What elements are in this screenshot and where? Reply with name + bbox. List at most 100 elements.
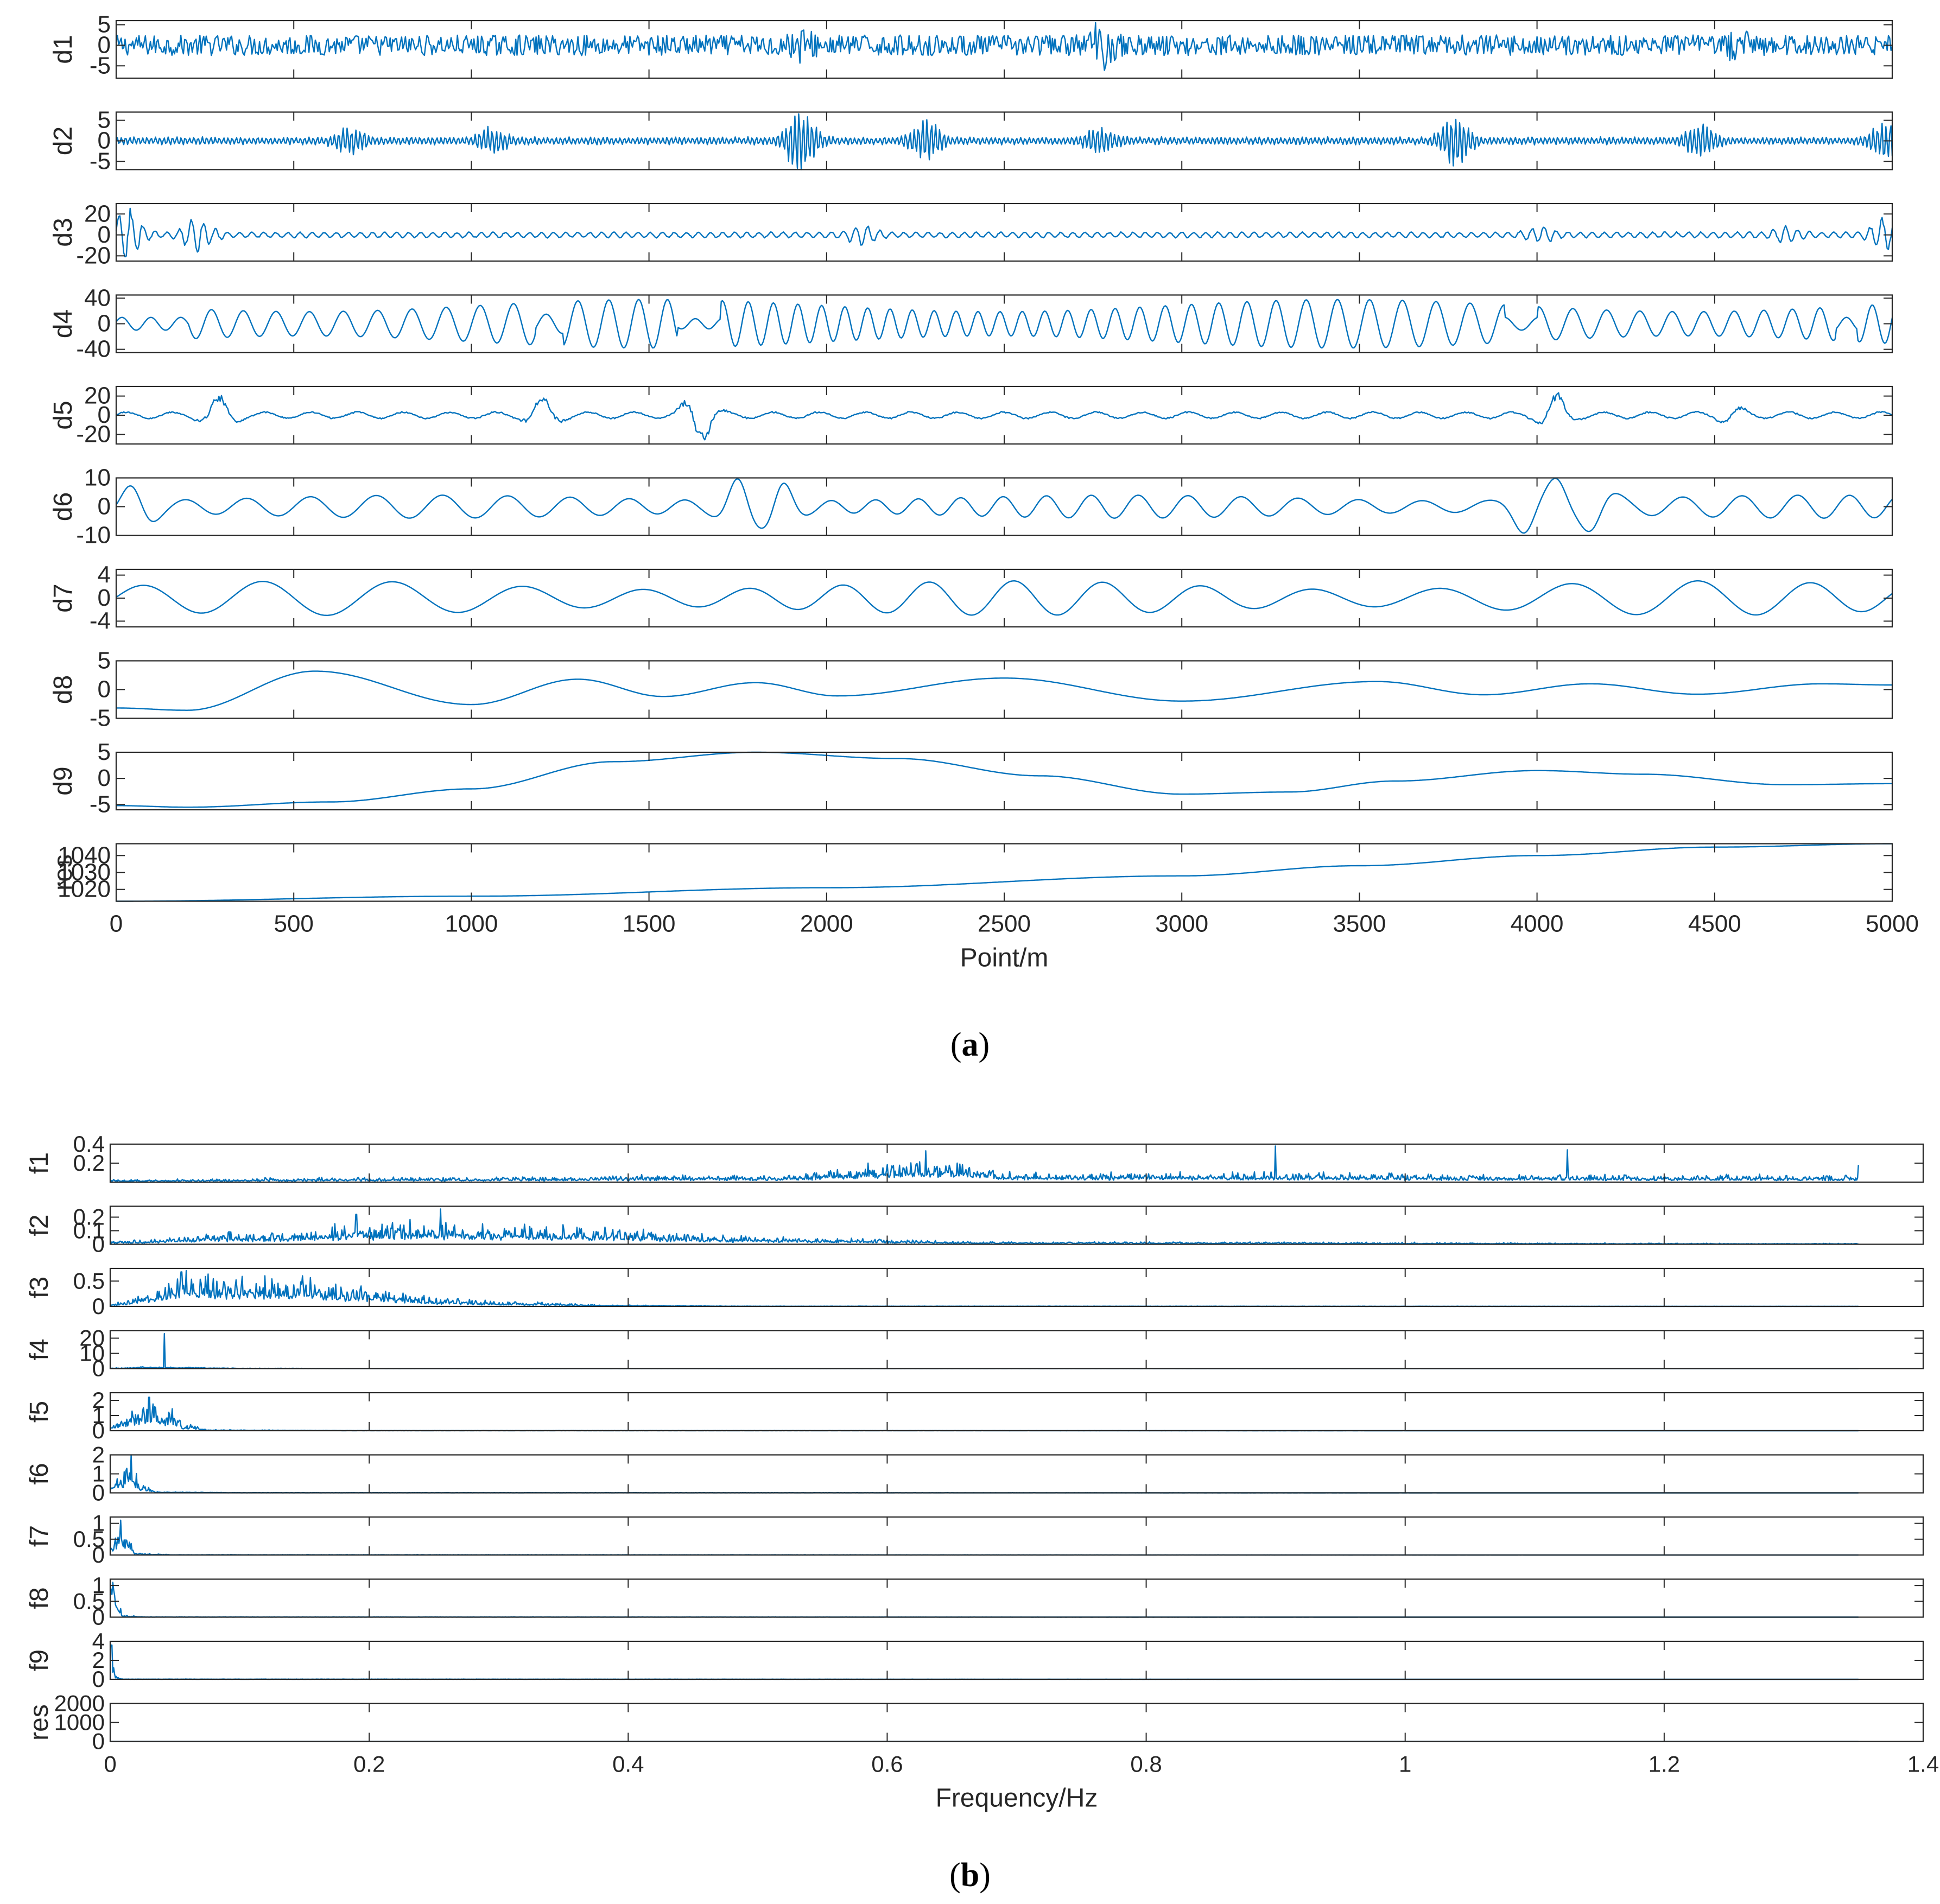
panel-b-caption: (b): [949, 1857, 991, 1894]
subplot-b-f3: 0.50 f3: [25, 1267, 1924, 1319]
y-tick-label: 0: [92, 1729, 105, 1754]
y-axis-label: d7: [49, 583, 78, 612]
x-tick-label: 0: [110, 911, 123, 937]
y-tick-label: 0.2: [73, 1150, 105, 1176]
subplot-b-f5: 210 f5: [25, 1387, 1924, 1443]
y-tick-label: 20: [84, 383, 111, 409]
y-tick-label: 0: [98, 128, 111, 154]
y-tick-label: 2: [92, 1442, 105, 1468]
axes-frame: [109, 1267, 1924, 1308]
x-tick-label: 5000: [1866, 911, 1919, 937]
y-tick-label: 0: [98, 310, 111, 337]
y-axis-label: f1: [25, 1152, 54, 1174]
y-tick-label: 2: [92, 1387, 105, 1413]
y-tick-label: 5: [98, 739, 111, 765]
y-tick-label: 0: [92, 1604, 105, 1630]
x-tick-label: 3500: [1333, 911, 1386, 937]
y-tick-label: 0.1: [73, 1218, 105, 1243]
y-tick-label: 4: [92, 1628, 105, 1654]
subplot-a-d7: 40-4 d7: [49, 562, 1893, 634]
x-tick-label: 0.6: [871, 1751, 903, 1777]
y-axis-label: f8: [25, 1587, 54, 1609]
y-tick-label: -10: [76, 522, 111, 549]
y-tick-label: 4: [98, 562, 111, 588]
y-tick-label: 0: [92, 1480, 105, 1506]
y-axis-label: d4: [49, 309, 78, 338]
series-line-d5: [116, 392, 1893, 441]
y-tick-label: 0: [98, 585, 111, 611]
y-tick-label: -5: [90, 148, 111, 174]
y-tick-label: -5: [90, 52, 111, 79]
x-tick-label: 1000: [445, 911, 498, 937]
y-axis-label: d8: [49, 675, 78, 704]
y-tick-label: 0.5: [73, 1268, 105, 1293]
axes-frame: [109, 1578, 1924, 1618]
axes-frame: [109, 1205, 1924, 1245]
y-tick-label: 1: [92, 1461, 105, 1487]
x-tick-label: 1.2: [1649, 1751, 1680, 1777]
y-tick-label: 5: [98, 107, 111, 134]
x-tick-label: 1.4: [1907, 1751, 1939, 1777]
x-tick-label: 0: [104, 1751, 116, 1777]
y-axis-label: f2: [25, 1214, 54, 1236]
y-tick-label: 0: [98, 765, 111, 791]
x-tick-label: 4500: [1688, 911, 1741, 937]
y-tick-label: 10: [79, 1341, 105, 1366]
y-tick-label: 5: [98, 648, 111, 674]
x-axis-label: Frequency/Hz: [936, 1784, 1098, 1813]
y-axis-label: d3: [49, 218, 78, 246]
y-axis-label: d5: [49, 401, 78, 429]
y-tick-label: -20: [76, 421, 111, 447]
series-line-d8: [116, 670, 1892, 711]
y-axis-label: res: [49, 854, 78, 891]
y-tick-label: 1000: [54, 1710, 105, 1735]
y-tick-label: 0.5: [73, 1526, 105, 1552]
y-axis-label: d1: [49, 35, 78, 64]
y-tick-label: 1020: [58, 876, 111, 903]
y-tick-label: -5: [90, 705, 111, 732]
y-axis-label: res: [25, 1704, 54, 1741]
y-tick-label: 0: [98, 402, 111, 428]
panel-a-imf-chart: 50-5d150-5d2200-20d3400-40d4200-20d5100-…: [49, 11, 1919, 973]
subplot-b-f8: 10.50 f8: [25, 1572, 1924, 1630]
y-tick-label: 0.4: [73, 1131, 105, 1157]
y-tick-label: 1030: [58, 859, 111, 886]
y-axis-label: f9: [25, 1649, 54, 1671]
subplot-b-f7: 10.50 f7: [25, 1510, 1924, 1567]
y-axis-label: d2: [49, 126, 78, 155]
y-tick-label: -4: [90, 607, 111, 634]
y-tick-label: 0: [98, 31, 111, 58]
x-tick-label: 0.8: [1130, 1751, 1162, 1777]
series-line-d2: [115, 113, 1893, 170]
subplot-b-f2: 0.20.10 f2: [25, 1204, 1924, 1257]
y-tick-label: 20: [79, 1325, 105, 1351]
x-tick-label: 2000: [800, 911, 853, 937]
panel-b-spectrum-chart: 0.40.2f10.20.10f20.50f320100f4210f5210f6…: [25, 1131, 1939, 1813]
y-tick-label: 40: [84, 284, 111, 311]
x-tick-label: 4000: [1511, 911, 1564, 937]
x-tick-label: 0.2: [353, 1751, 385, 1777]
y-tick-label: 0: [92, 1418, 105, 1443]
subplot-b-f9: 420 f9: [25, 1628, 1924, 1692]
y-axis-label: f5: [25, 1401, 54, 1423]
series-line-d7: [116, 580, 1893, 616]
y-tick-label: 1040: [58, 842, 111, 868]
subplot-b-f1: 0.40.2 f1: [25, 1131, 1924, 1183]
y-axis-label: d9: [49, 766, 78, 795]
y-tick-label: 2: [92, 1647, 105, 1673]
y-tick-label: -40: [76, 336, 111, 363]
x-tick-label: 1: [1399, 1751, 1411, 1777]
subplot-a-d1: 50-5 d1: [49, 11, 1893, 79]
y-tick-label: 1: [92, 1402, 105, 1428]
y-axis-label: f7: [25, 1525, 54, 1547]
panel-a-caption: (a): [950, 1026, 990, 1063]
series-line-d3: [115, 207, 1893, 258]
y-tick-label: 0: [98, 221, 111, 248]
y-tick-label: 2000: [54, 1691, 105, 1716]
y-tick-label: 0.2: [73, 1204, 105, 1230]
y-tick-label: 0: [92, 1666, 105, 1692]
